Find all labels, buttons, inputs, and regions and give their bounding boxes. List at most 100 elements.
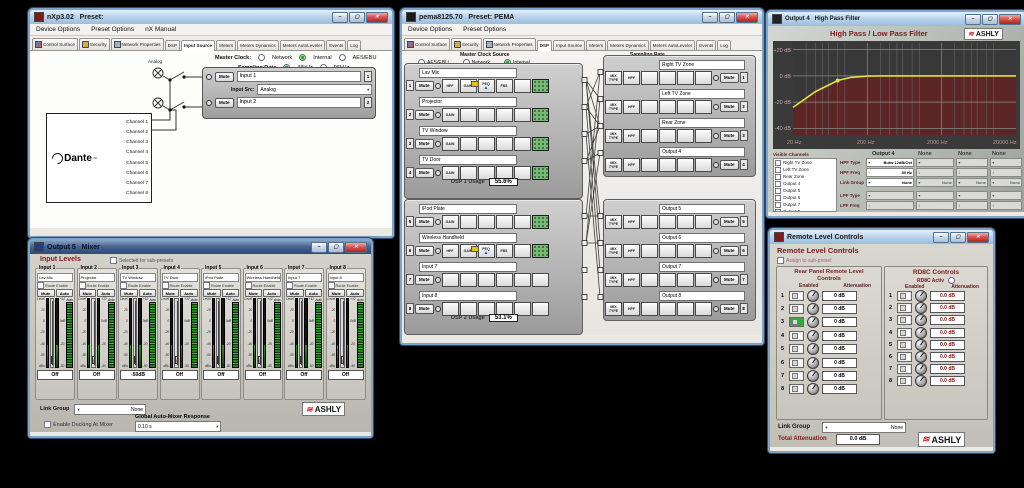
enable-toggle[interactable]	[897, 303, 912, 314]
gain-block[interactable]: GAIN	[441, 214, 459, 229]
visible-channel-item[interactable]: Output 6	[774, 194, 836, 201]
empty-block[interactable]	[677, 243, 694, 258]
mute-button[interactable]: Mute	[720, 101, 739, 112]
attenuation-knob[interactable]	[807, 289, 819, 302]
input-name-field[interactable]: Input 1	[236, 71, 361, 82]
channel-name-field[interactable]: Projector	[419, 97, 517, 107]
auto-button[interactable]: Auto	[55, 289, 73, 297]
tab-control-surface[interactable]: Control Surface	[32, 38, 78, 50]
tab-input-source[interactable]: Input Source	[181, 40, 216, 51]
attenuation-knob[interactable]	[807, 303, 819, 316]
gain-block[interactable]: GAIN	[441, 136, 459, 151]
enable-toggle[interactable]	[789, 290, 804, 301]
attenuation-knob[interactable]	[915, 363, 927, 376]
attenuation-knob[interactable]	[807, 383, 819, 396]
empty-block[interactable]	[677, 157, 694, 172]
enable-toggle[interactable]	[897, 315, 912, 326]
maximize-button[interactable]	[328, 241, 344, 253]
empty-block[interactable]	[495, 272, 513, 287]
remote-titlebar[interactable]: Remote Level Controls	[770, 230, 993, 244]
empty-block[interactable]	[659, 128, 676, 143]
auto-button[interactable]: Auto	[304, 289, 322, 297]
fader-track[interactable]	[298, 298, 304, 368]
channel-name-field[interactable]: Left TV Zone	[659, 89, 745, 99]
menu-nx-manual[interactable]: nX Manual	[145, 26, 177, 33]
mixer-type-block[interactable]: MIX TYPE	[605, 214, 622, 229]
visible-channel-item[interactable]: Output 5	[774, 187, 836, 194]
empty-block[interactable]	[641, 157, 658, 172]
attenuation-knob[interactable]	[915, 302, 927, 315]
mute-button[interactable]: Mute	[720, 72, 739, 83]
route-enable-checkbox[interactable]	[120, 282, 127, 289]
matrix-mixer-block[interactable]	[531, 107, 549, 122]
close-button[interactable]	[345, 241, 367, 253]
visible-channels-list[interactable]: Right TV Zone Left TV Zone Rear Zone Out…	[773, 158, 837, 212]
mute-button[interactable]: Mute	[720, 130, 739, 141]
visible-channel-item[interactable]: Output 7	[774, 201, 836, 208]
route-enable-checkbox[interactable]	[203, 282, 210, 289]
maximize-button[interactable]	[719, 11, 735, 23]
empty-block[interactable]	[641, 243, 658, 258]
enable-toggle[interactable]	[789, 371, 804, 382]
maximize-button[interactable]	[982, 13, 998, 25]
hpf-titlebar[interactable]: Output 4 High Pass Filter	[768, 12, 1024, 26]
empty-block[interactable]	[695, 99, 712, 114]
ducking-checkbox[interactable]	[44, 421, 51, 428]
attenuation-knob[interactable]	[915, 314, 927, 327]
route-enable-checkbox[interactable]	[37, 282, 44, 289]
dante-channel[interactable]: Channel 3	[126, 140, 148, 146]
route-enable-checkbox[interactable]	[244, 282, 252, 289]
hpf-link-group-dropdown[interactable]: ▾ None	[866, 178, 914, 187]
channel-name-field[interactable]: Output 8	[659, 291, 745, 301]
mute-button[interactable]: Mute	[161, 289, 179, 297]
mixer-type-block[interactable]: MIX TYPE	[605, 99, 622, 114]
hpf-block[interactable]: HPF	[441, 78, 459, 93]
channel-name-field[interactable]: Projector	[78, 273, 115, 282]
mute-button[interactable]: Mute	[203, 289, 221, 297]
empty-block[interactable]	[513, 165, 531, 180]
gain-block[interactable]: GAIN	[441, 107, 459, 122]
empty-block[interactable]	[495, 214, 513, 229]
empty-block[interactable]	[531, 272, 549, 287]
empty-block[interactable]	[641, 99, 658, 114]
hpf-block[interactable]: HPF	[623, 70, 640, 85]
mute-button[interactable]: Mute	[415, 109, 434, 120]
auto-button[interactable]: Auto	[180, 289, 198, 297]
dante-channel[interactable]: Channel 8	[126, 191, 148, 197]
attenuation-knob[interactable]	[807, 316, 819, 329]
channel-name-field[interactable]: Input 8	[327, 273, 364, 282]
auto-button[interactable]: Auto	[221, 289, 239, 297]
empty-block[interactable]	[459, 107, 477, 122]
filter-plot[interactable]: +20 dB 0 dB -20 dB -40 dB 20 Hz 200 Hz 2000…	[773, 41, 1020, 149]
tab-security[interactable]: Security	[78, 38, 110, 50]
empty-block[interactable]	[695, 128, 712, 143]
menu-preset-options[interactable]: Preset Options	[463, 26, 507, 33]
dante-channel[interactable]: Channel 5	[126, 160, 148, 166]
fader-knob[interactable]	[50, 356, 54, 364]
empty-block[interactable]	[695, 214, 712, 229]
empty-block[interactable]	[531, 301, 549, 316]
fader-track[interactable]	[215, 298, 221, 368]
attenuation-knob[interactable]	[915, 290, 927, 303]
fader-knob[interactable]	[92, 356, 95, 364]
mixer-type-block[interactable]: MIX TYPE	[605, 128, 622, 143]
empty-block[interactable]	[659, 301, 676, 316]
empty-block[interactable]	[641, 301, 658, 316]
empty-block[interactable]	[459, 214, 477, 229]
channel-name-field[interactable]: Wireless Handheld	[244, 273, 281, 282]
empty-block[interactable]	[477, 165, 495, 180]
master-clock-network-radio[interactable]	[258, 54, 266, 61]
minimize-button[interactable]	[332, 11, 348, 23]
tab-log[interactable]: Log	[347, 40, 361, 50]
empty-block[interactable]	[677, 70, 694, 85]
tab-meters-autoleveler[interactable]: Meters AutoLeveler	[279, 40, 326, 50]
visible-channel-item[interactable]: Output 4	[774, 180, 836, 187]
empty-block[interactable]	[695, 243, 712, 258]
dante-channel[interactable]: Channel 2	[126, 129, 148, 135]
attenuation-knob[interactable]	[807, 343, 819, 356]
tab-events[interactable]: Events	[326, 40, 347, 50]
mute-button[interactable]: Mute	[244, 289, 262, 297]
minimize-button[interactable]	[965, 13, 981, 25]
channel-name-field[interactable]: TV Door	[419, 155, 517, 165]
hpf-block[interactable]: HPF	[623, 128, 640, 143]
